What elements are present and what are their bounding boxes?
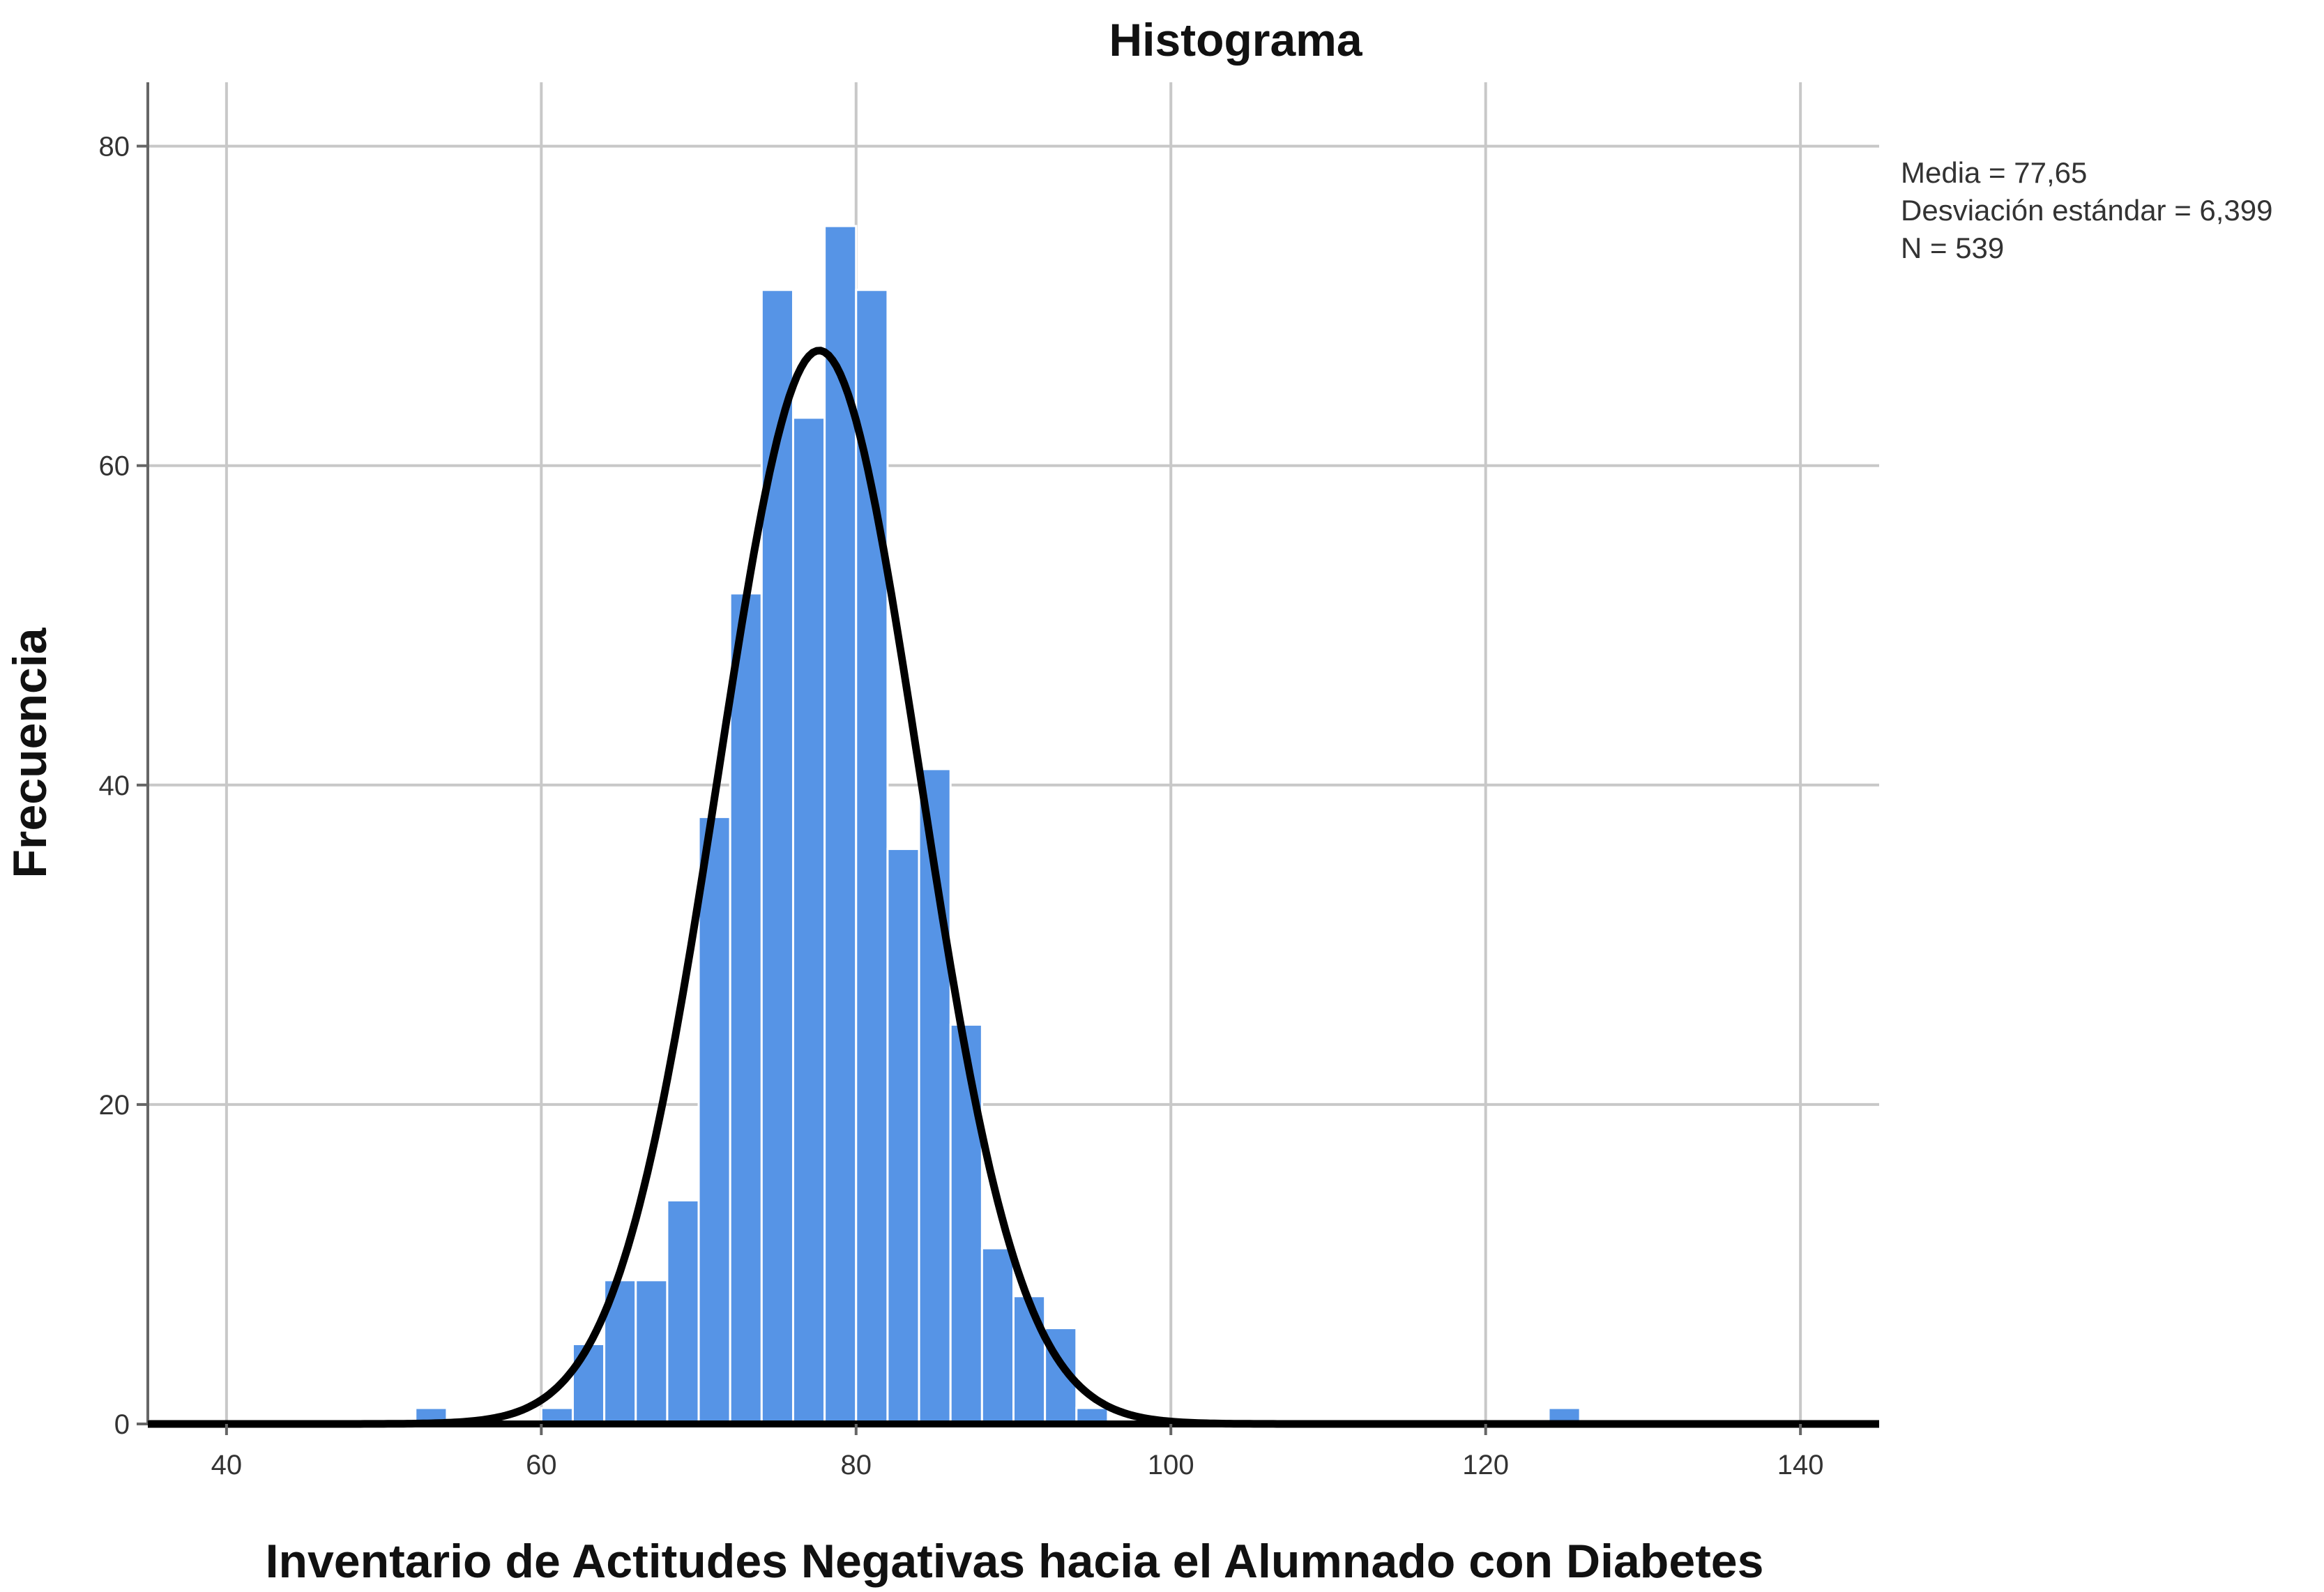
- histogram-bar-15: [980, 1247, 1015, 1425]
- x-tick-label-0: 40: [211, 1450, 243, 1480]
- histogram-bar-11: [855, 289, 889, 1425]
- histogram-bar-16: [1012, 1295, 1047, 1425]
- histogram-bar-7: [729, 592, 763, 1425]
- histogram-bar-5: [666, 1199, 700, 1425]
- x-tick-label-5: 140: [1777, 1450, 1824, 1480]
- grid-lines: [148, 82, 1879, 1425]
- y-axis-label: Frecuencia: [3, 627, 56, 878]
- histogram-bar-14: [949, 1023, 983, 1425]
- histogram-bar-2: [571, 1342, 606, 1425]
- x-tick-label-2: 80: [841, 1450, 872, 1480]
- x-tick-label-3: 100: [1148, 1450, 1194, 1480]
- normal-curve: [148, 347, 1879, 1428]
- histogram-bar-12: [886, 847, 920, 1425]
- y-tick-label-2: 40: [99, 771, 130, 801]
- x-tick-labels: 40 60 80 100 120 140: [211, 1424, 1824, 1480]
- y-tick-label-3: 60: [99, 451, 130, 482]
- y-tick-label-4: 80: [99, 132, 130, 162]
- x-axis-label: Inventario de Actitudes Negativas hacia …: [266, 1535, 1764, 1588]
- y-tick-labels: 0 20 40 60 80: [99, 132, 148, 1440]
- axes: [146, 82, 1879, 1427]
- y-tick-label-1: 20: [99, 1090, 130, 1121]
- x-tick-label-4: 120: [1462, 1450, 1509, 1480]
- stats-box: Media = 77,65 Desviación estándar = 6,39…: [1901, 156, 2273, 264]
- stats-mean: Media = 77,65: [1901, 156, 2087, 189]
- histogram-bar-9: [791, 416, 826, 1425]
- histogram-bar-8: [760, 289, 794, 1425]
- x-tick-label-1: 60: [526, 1450, 557, 1480]
- histogram-bar-4: [635, 1279, 669, 1425]
- chart-title: Histograma: [1109, 14, 1362, 66]
- y-tick-label-0: 0: [114, 1409, 130, 1440]
- stats-sd: Desviación estándar = 6,399: [1901, 194, 2273, 227]
- stats-n: N = 539: [1901, 232, 2004, 264]
- histogram-bar-6: [697, 816, 731, 1425]
- histogram-bars: [414, 225, 1581, 1425]
